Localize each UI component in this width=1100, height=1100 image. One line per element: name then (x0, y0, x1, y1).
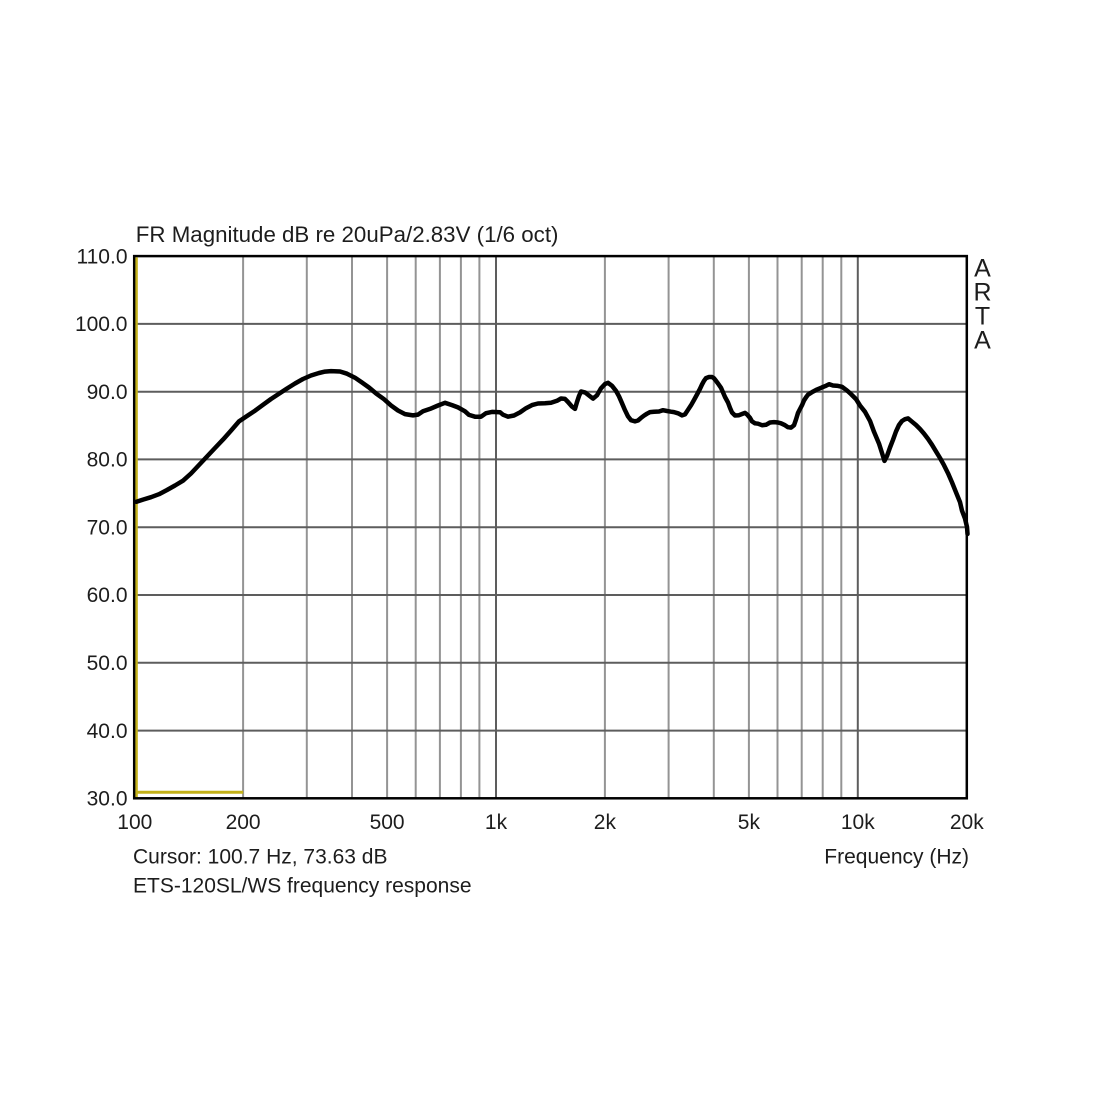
svg-text:10k: 10k (841, 811, 875, 834)
svg-text:R: R (973, 279, 991, 307)
svg-text:60.0: 60.0 (87, 584, 128, 607)
svg-text:5k: 5k (738, 811, 761, 834)
svg-text:30.0: 30.0 (87, 788, 128, 811)
svg-text:70.0: 70.0 (87, 516, 128, 539)
svg-text:ETS-120SL/WS frequency respons: ETS-120SL/WS frequency response (133, 875, 472, 898)
svg-text:2k: 2k (594, 811, 617, 834)
svg-text:100.0: 100.0 (75, 313, 128, 336)
svg-text:Cursor: 100.7 Hz, 73.63 dB: Cursor: 100.7 Hz, 73.63 dB (133, 846, 387, 869)
svg-text:40.0: 40.0 (87, 720, 128, 743)
svg-text:A: A (974, 255, 991, 283)
svg-text:FR Magnitude dB re 20uPa/2.83V: FR Magnitude dB re 20uPa/2.83V (1/6 oct) (136, 222, 559, 247)
svg-text:50.0: 50.0 (87, 652, 128, 675)
svg-text:Frequency (Hz): Frequency (Hz) (824, 846, 969, 869)
svg-text:20k: 20k (950, 811, 984, 834)
svg-text:200: 200 (226, 811, 261, 834)
svg-text:110.0: 110.0 (77, 245, 128, 268)
svg-text:90.0: 90.0 (87, 381, 128, 404)
svg-text:T: T (975, 303, 990, 331)
svg-text:80.0: 80.0 (87, 449, 128, 472)
svg-text:500: 500 (370, 811, 405, 834)
svg-text:100: 100 (117, 811, 152, 834)
svg-text:A: A (974, 327, 991, 355)
svg-text:1k: 1k (485, 811, 508, 834)
